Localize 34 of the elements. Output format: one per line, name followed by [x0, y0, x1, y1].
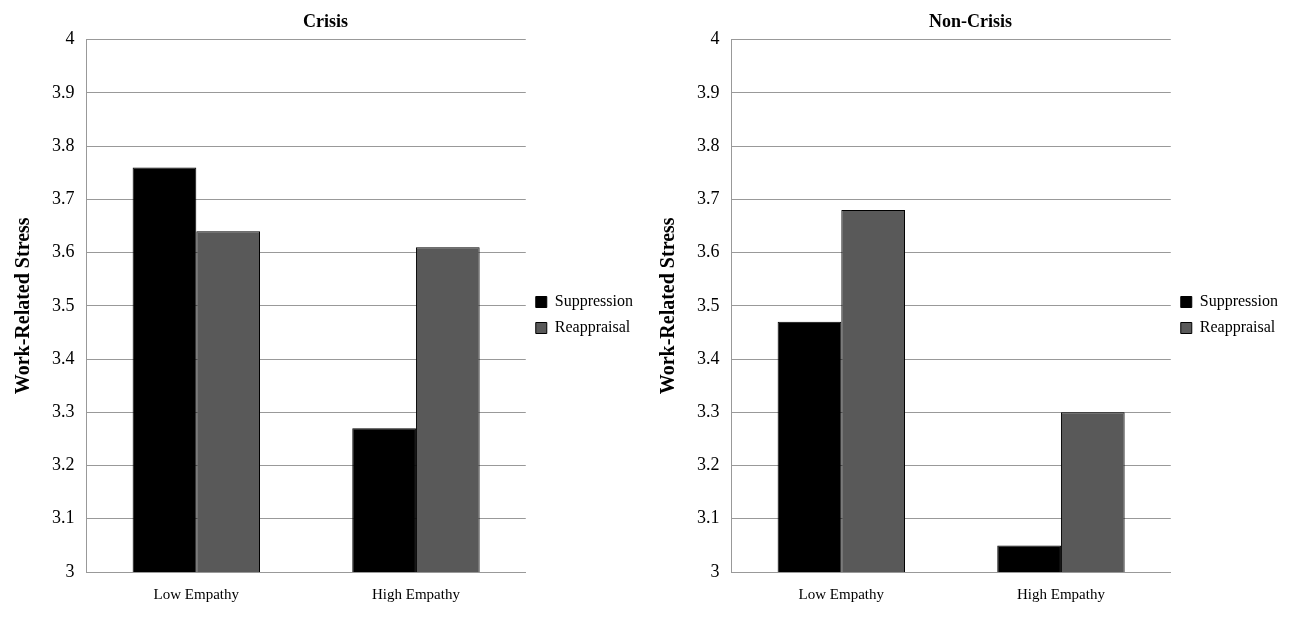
y-tick-label: 3.2: [52, 454, 75, 475]
y-tick-label: 3.8: [52, 134, 75, 155]
y-tick-label: 3.3: [697, 401, 720, 422]
y-tick-label: 4: [710, 28, 720, 49]
chart-title: Crisis: [303, 11, 348, 32]
y-tick-label: 3.4: [697, 347, 720, 368]
y-tick-label: 3.2: [697, 454, 720, 475]
y-tick-label: 3: [65, 560, 75, 581]
y-axis-title: Work-Related Stress: [656, 217, 679, 395]
y-tick-label: 3.3: [52, 401, 75, 422]
legend-label: Reappraisal: [1199, 318, 1276, 337]
legend-label: Reappraisal: [554, 318, 631, 337]
x-tick-label: Low Empathy: [153, 585, 240, 602]
y-tick-label: 4: [65, 28, 75, 49]
y-tick-label: 3.6: [697, 241, 720, 262]
legend-label: Suppression: [1199, 292, 1279, 311]
y-tick-label: 3.6: [52, 241, 75, 262]
y-tick-label: 3.5: [697, 294, 720, 315]
x-tick-label: Low Empathy: [798, 585, 885, 602]
y-tick-label: 3.5: [52, 294, 75, 315]
y-tick-label: 3: [710, 560, 720, 581]
y-tick-label: 3.4: [52, 347, 75, 368]
y-tick-label: 3.7: [52, 188, 75, 209]
legend-label: Suppression: [554, 292, 634, 311]
y-tick-label: 3.1: [52, 507, 75, 528]
x-tick-label: High Empathy: [372, 585, 461, 602]
y-tick-label: 3.1: [697, 507, 720, 528]
chart-title: Non-Crisis: [928, 11, 1013, 32]
y-tick-label: 3.8: [697, 134, 720, 155]
y-tick-label: 3.9: [697, 81, 720, 102]
y-tick-label: 3.7: [697, 188, 720, 209]
x-tick-label: High Empathy: [1017, 585, 1106, 602]
y-tick-label: 3.9: [52, 81, 75, 102]
y-axis-title: Work-Related Stress: [11, 217, 34, 395]
